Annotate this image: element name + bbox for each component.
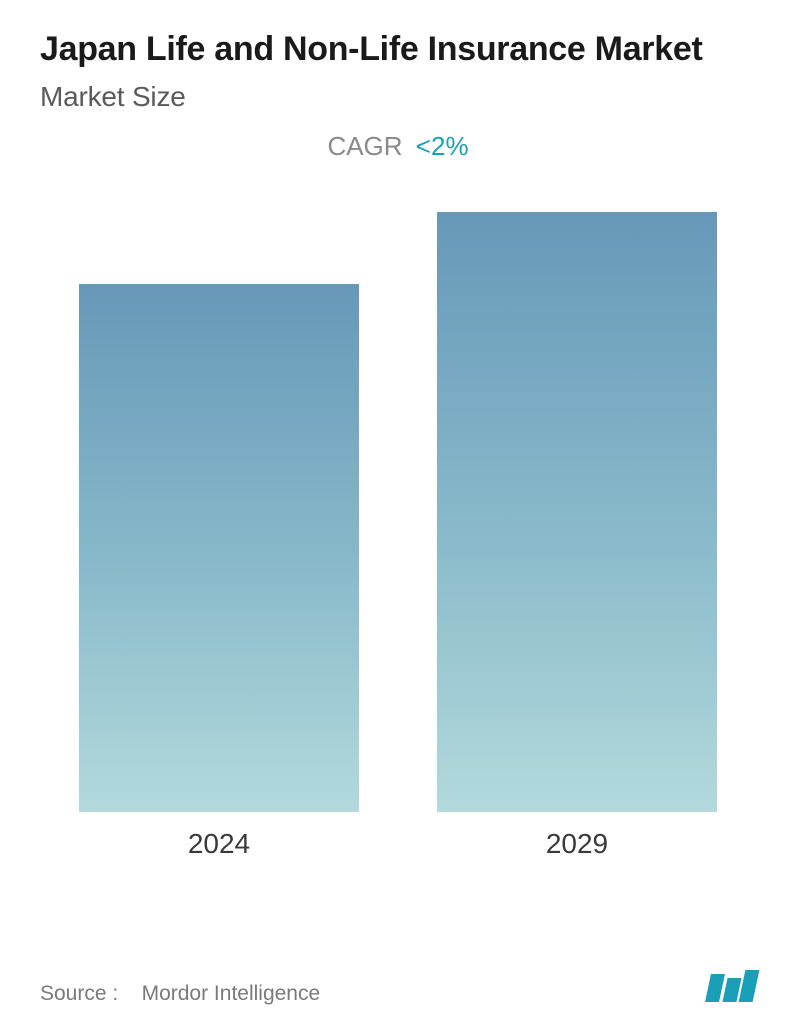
chart-title: Japan Life and Non-Life Insurance Market — [40, 28, 756, 71]
cagr-value: <2% — [416, 131, 469, 161]
source-value: Mordor Intelligence — [142, 982, 321, 1005]
bar-label-2029: 2029 — [546, 828, 608, 860]
bar-2029-wrap: 2029 — [416, 212, 738, 860]
chart-area: 2024 2029 — [40, 260, 756, 900]
cagr-label: CAGR — [327, 131, 402, 161]
logo-icon — [708, 970, 756, 1006]
source-text: Source : Mordor Intelligence — [40, 982, 320, 1006]
bar-2029 — [437, 212, 717, 812]
chart-subtitle: Market Size — [40, 81, 756, 113]
source-label: Source : — [40, 982, 118, 1005]
chart-container: Japan Life and Non-Life Insurance Market… — [0, 0, 796, 1034]
bar-label-2024: 2024 — [188, 828, 250, 860]
cagr-row: CAGR <2% — [40, 131, 756, 162]
footer: Source : Mordor Intelligence — [40, 970, 756, 1006]
bars-group: 2024 2029 — [40, 260, 756, 860]
bar-2024-wrap: 2024 — [58, 284, 380, 860]
bar-2024 — [79, 284, 359, 812]
